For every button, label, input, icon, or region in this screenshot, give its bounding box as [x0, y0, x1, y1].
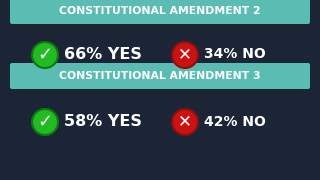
Circle shape	[32, 42, 58, 68]
Text: ✓: ✓	[37, 112, 52, 130]
Text: 66% YES: 66% YES	[64, 47, 142, 62]
Text: ✓: ✓	[37, 46, 52, 64]
Text: 42% NO: 42% NO	[204, 114, 266, 129]
Text: CONSTITUTIONAL AMENDMENT 2: CONSTITUTIONAL AMENDMENT 2	[59, 6, 261, 16]
FancyBboxPatch shape	[10, 0, 310, 24]
Text: CONSTITUTIONAL AMENDMENT 3: CONSTITUTIONAL AMENDMENT 3	[59, 71, 261, 81]
Circle shape	[172, 109, 198, 135]
Text: 34% NO: 34% NO	[204, 48, 266, 62]
Circle shape	[32, 109, 58, 135]
Text: ✕: ✕	[178, 112, 192, 130]
Circle shape	[172, 42, 198, 68]
Text: 58% YES: 58% YES	[64, 114, 142, 129]
Text: ✕: ✕	[178, 46, 192, 64]
FancyBboxPatch shape	[10, 63, 310, 89]
